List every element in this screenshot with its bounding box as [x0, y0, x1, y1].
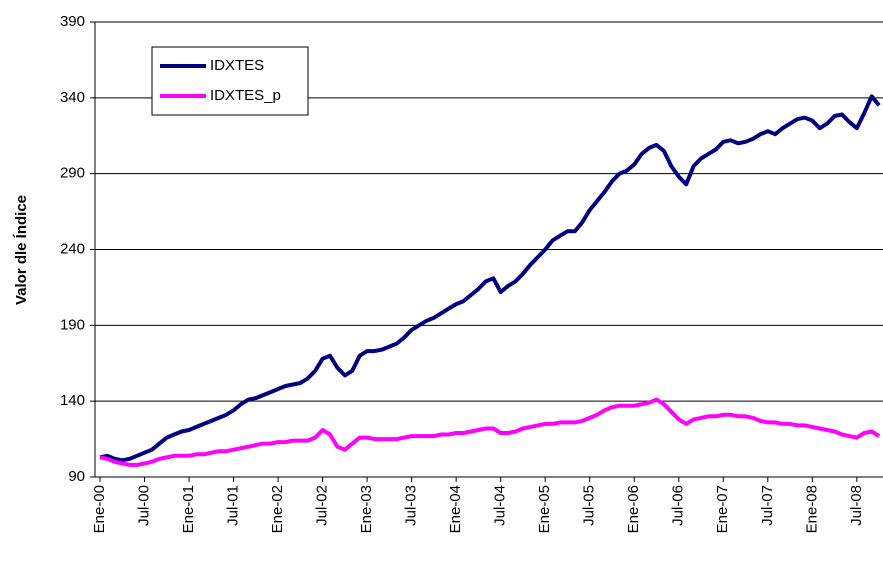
x-tick-label: Jul-08: [848, 485, 865, 526]
legend-label: IDXTES_p: [210, 87, 281, 104]
x-tick-label: Ene-06: [625, 485, 642, 533]
legend: IDXTES IDXTES_p: [151, 46, 309, 116]
x-tick-label: Ene-08: [803, 485, 820, 533]
x-tick-label: Ene-00: [91, 485, 108, 533]
x-tick-label: Jul-04: [492, 485, 509, 526]
legend-box: [151, 46, 309, 116]
x-tick-label: Ene-02: [269, 485, 286, 533]
x-tick-label: Jul-07: [759, 485, 776, 526]
x-tick-label: Jul-00: [135, 485, 152, 526]
y-tick-label: 140: [60, 392, 85, 409]
y-tick-label: 190: [60, 316, 85, 333]
x-tick-label: Ene-05: [536, 485, 553, 533]
y-axis-title: Valor dle Índice: [13, 195, 30, 305]
y-tick-label: 340: [60, 89, 85, 106]
y-tick-label: 390: [60, 13, 85, 30]
y-tick-label: 240: [60, 240, 85, 257]
line-series: [99, 94, 881, 463]
x-tick-label: Ene-03: [358, 485, 375, 533]
x-tick-label: Jul-06: [670, 485, 687, 526]
y-tick-label: 90: [68, 468, 85, 485]
x-tick-label: Ene-04: [447, 485, 464, 533]
x-tick-label: Jul-05: [581, 485, 598, 526]
line-series: [99, 397, 881, 467]
x-tick-label: Jul-01: [225, 485, 242, 526]
y-tick-label: 290: [60, 165, 85, 182]
x-tick-label: Ene-07: [714, 485, 731, 533]
x-tick-label: Ene-01: [180, 485, 197, 533]
legend-label: IDXTES: [210, 57, 264, 74]
x-tick-label: Jul-02: [314, 485, 331, 526]
x-tick-label: Jul-03: [403, 485, 420, 526]
